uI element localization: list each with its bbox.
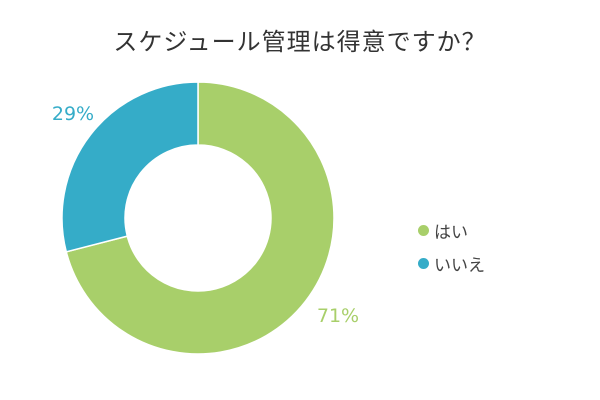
donut-slice-1 bbox=[61, 81, 199, 253]
data-label-0: 71% bbox=[317, 305, 359, 327]
legend-item-no: いいえ bbox=[418, 247, 485, 280]
legend-dot-yes bbox=[418, 225, 429, 236]
chart-title: スケジュール管理は得意ですか？ bbox=[113, 28, 487, 56]
donut-slice-0 bbox=[65, 81, 335, 355]
legend: はい いいえ bbox=[418, 214, 485, 280]
legend-label-yes: はい bbox=[434, 223, 468, 243]
legend-dot-no bbox=[418, 258, 429, 269]
legend-item-yes: はい bbox=[418, 214, 485, 247]
legend-label-no: いいえ bbox=[434, 256, 485, 276]
data-label-1: 29% bbox=[52, 103, 94, 125]
